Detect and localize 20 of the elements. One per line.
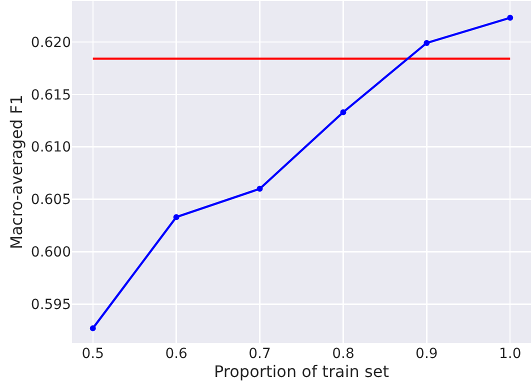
x-tick-label: 0.9: [416, 346, 438, 362]
y-tick-label: 0.600: [30, 244, 71, 261]
x-axis-title: Proportion of train set: [214, 362, 389, 381]
point: [90, 325, 96, 332]
x-tick-label: 0.6: [165, 346, 188, 362]
y-tick-label: 0.610: [30, 140, 71, 156]
x-tick-label: 0.5: [82, 346, 104, 362]
point: [173, 214, 180, 220]
x-tick-label: 0.8: [332, 346, 354, 362]
point: [340, 109, 346, 116]
y-tick-label: 0.605: [30, 192, 71, 208]
y-tick-label: 0.595: [30, 297, 71, 314]
y-axis-title: Macro-averaged F1: [6, 94, 26, 250]
x-tick-label: 1.0: [499, 346, 522, 362]
y-tick-label: 0.615: [30, 87, 71, 104]
point: [256, 186, 263, 192]
point: [507, 14, 514, 21]
y-tick-label: 0.620: [30, 34, 71, 51]
x-tick-label: 0.7: [248, 346, 271, 362]
point: [424, 40, 430, 46]
